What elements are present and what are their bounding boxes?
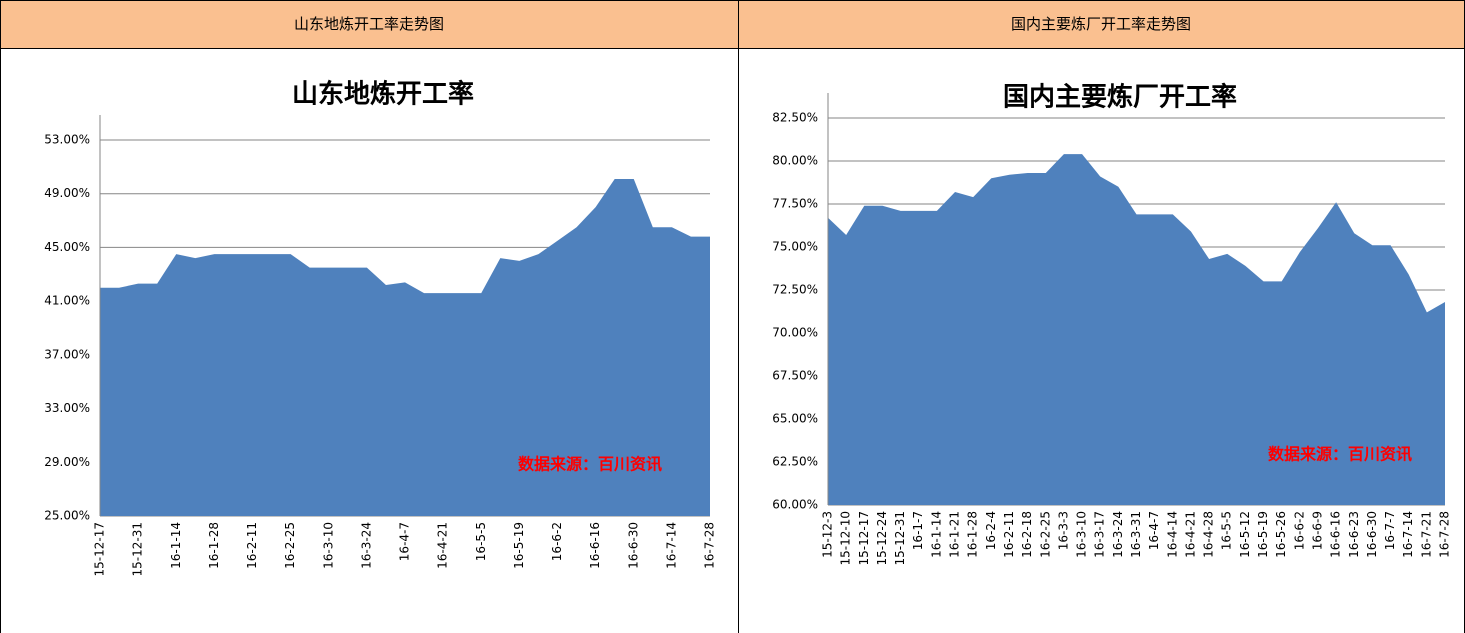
y-tick-label: 80.00% <box>772 154 818 168</box>
y-tick-label: 77.50% <box>772 197 818 211</box>
y-tick-label: 70.00% <box>772 326 818 340</box>
x-tick-label: 16-6-2 <box>1292 511 1306 550</box>
header-cell: 国内主要炼厂开工率走势图 <box>1011 15 1191 33</box>
y-tick-label: 72.50% <box>772 283 818 297</box>
x-tick-label: 16-3-17 <box>1093 511 1107 558</box>
x-tick-label: 16-5-19 <box>1256 511 1270 558</box>
x-tick-label: 16-6-16 <box>1329 511 1343 558</box>
x-tick-label: 16-5-5 <box>474 522 488 561</box>
x-tick-label: 15-12-10 <box>839 511 853 565</box>
x-tick-label: 16-6-2 <box>550 522 564 561</box>
x-tick-label: 16-7-28 <box>1438 511 1452 558</box>
y-tick-label: 25.00% <box>44 509 90 523</box>
x-tick-label: 16-7-21 <box>1419 511 1433 558</box>
x-tick-label: 16-6-30 <box>1365 511 1379 558</box>
x-tick-label: 16-2-25 <box>283 522 297 569</box>
x-tick-label: 16-4-7 <box>398 522 412 561</box>
x-tick-label: 16-1-14 <box>929 511 943 558</box>
chart-title: 国内主要炼厂开工率 <box>1003 82 1237 113</box>
y-tick-label: 45.00% <box>44 240 90 254</box>
x-tick-label: 16-7-28 <box>703 522 717 569</box>
x-tick-label: 16-5-5 <box>1220 511 1234 550</box>
x-tick-label: 15-12-31 <box>131 522 145 576</box>
x-tick-label: 16-4-7 <box>1147 511 1161 550</box>
x-tick-label: 16-2-18 <box>1020 511 1034 558</box>
y-tick-label: 60.00% <box>772 498 818 512</box>
x-tick-label: 16-3-31 <box>1129 511 1143 558</box>
y-tick-label: 62.50% <box>772 455 818 469</box>
x-tick-label: 16-4-21 <box>1183 511 1197 558</box>
y-tick-label: 67.50% <box>772 369 818 383</box>
x-tick-label: 16-4-28 <box>1202 511 1216 558</box>
source-note: 数据来源：百川资讯 <box>518 455 662 474</box>
x-tick-label: 16-3-3 <box>1056 511 1070 550</box>
x-tick-label: 16-7-14 <box>664 522 678 569</box>
x-tick-label: 16-2-11 <box>245 522 259 569</box>
x-tick-label: 16-6-16 <box>588 522 602 569</box>
x-tick-label: 15-12-24 <box>875 511 889 565</box>
x-tick-label: 16-2-25 <box>1038 511 1052 558</box>
y-tick-label: 82.50% <box>772 111 818 125</box>
x-tick-label: 16-3-24 <box>1111 511 1125 558</box>
x-tick-label: 16-7-7 <box>1383 511 1397 550</box>
x-tick-label: 16-6-30 <box>626 522 640 569</box>
x-tick-label: 16-5-19 <box>512 522 526 569</box>
x-tick-label: 16-6-9 <box>1310 511 1324 550</box>
x-tick-label: 16-1-14 <box>169 522 183 569</box>
source-note: 数据来源：百川资讯 <box>1268 445 1412 464</box>
x-tick-label: 16-1-7 <box>911 511 925 550</box>
x-tick-label: 16-3-24 <box>359 522 373 569</box>
x-tick-label: 16-4-14 <box>1165 511 1179 558</box>
y-tick-label: 33.00% <box>44 401 90 415</box>
chart-title: 山东地炼开工率 <box>292 79 474 110</box>
x-tick-label: 15-12-31 <box>893 511 907 565</box>
y-tick-label: 37.00% <box>44 347 90 361</box>
y-tick-label: 29.00% <box>44 455 90 469</box>
x-tick-label: 16-4-21 <box>436 522 450 569</box>
y-tick-label: 53.00% <box>44 133 90 147</box>
x-tick-label: 16-3-10 <box>321 522 335 569</box>
y-tick-label: 65.00% <box>772 412 818 426</box>
x-tick-label: 15-12-3 <box>821 511 835 558</box>
x-tick-label: 15-12-17 <box>93 522 107 576</box>
x-tick-label: 16-5-12 <box>1238 511 1252 558</box>
x-tick-label: 16-1-28 <box>207 522 221 569</box>
y-tick-label: 75.00% <box>772 240 818 254</box>
x-tick-label: 16-7-14 <box>1401 511 1415 558</box>
area <box>100 178 710 516</box>
area <box>828 154 1445 505</box>
x-tick-label: 16-2-4 <box>984 511 998 550</box>
header-cell: 山东地炼开工率走势图 <box>294 15 444 33</box>
x-tick-label: 15-12-17 <box>857 511 871 565</box>
y-tick-label: 49.00% <box>44 186 90 200</box>
x-tick-label: 16-1-21 <box>948 511 962 558</box>
x-tick-label: 16-5-26 <box>1274 511 1288 558</box>
x-tick-label: 16-2-11 <box>1002 511 1016 558</box>
header-row <box>0 0 1465 48</box>
x-tick-label: 16-1-28 <box>966 511 980 558</box>
y-tick-label: 41.00% <box>44 294 90 308</box>
x-tick-label: 16-6-23 <box>1347 511 1361 558</box>
x-tick-label: 16-3-10 <box>1075 511 1089 558</box>
